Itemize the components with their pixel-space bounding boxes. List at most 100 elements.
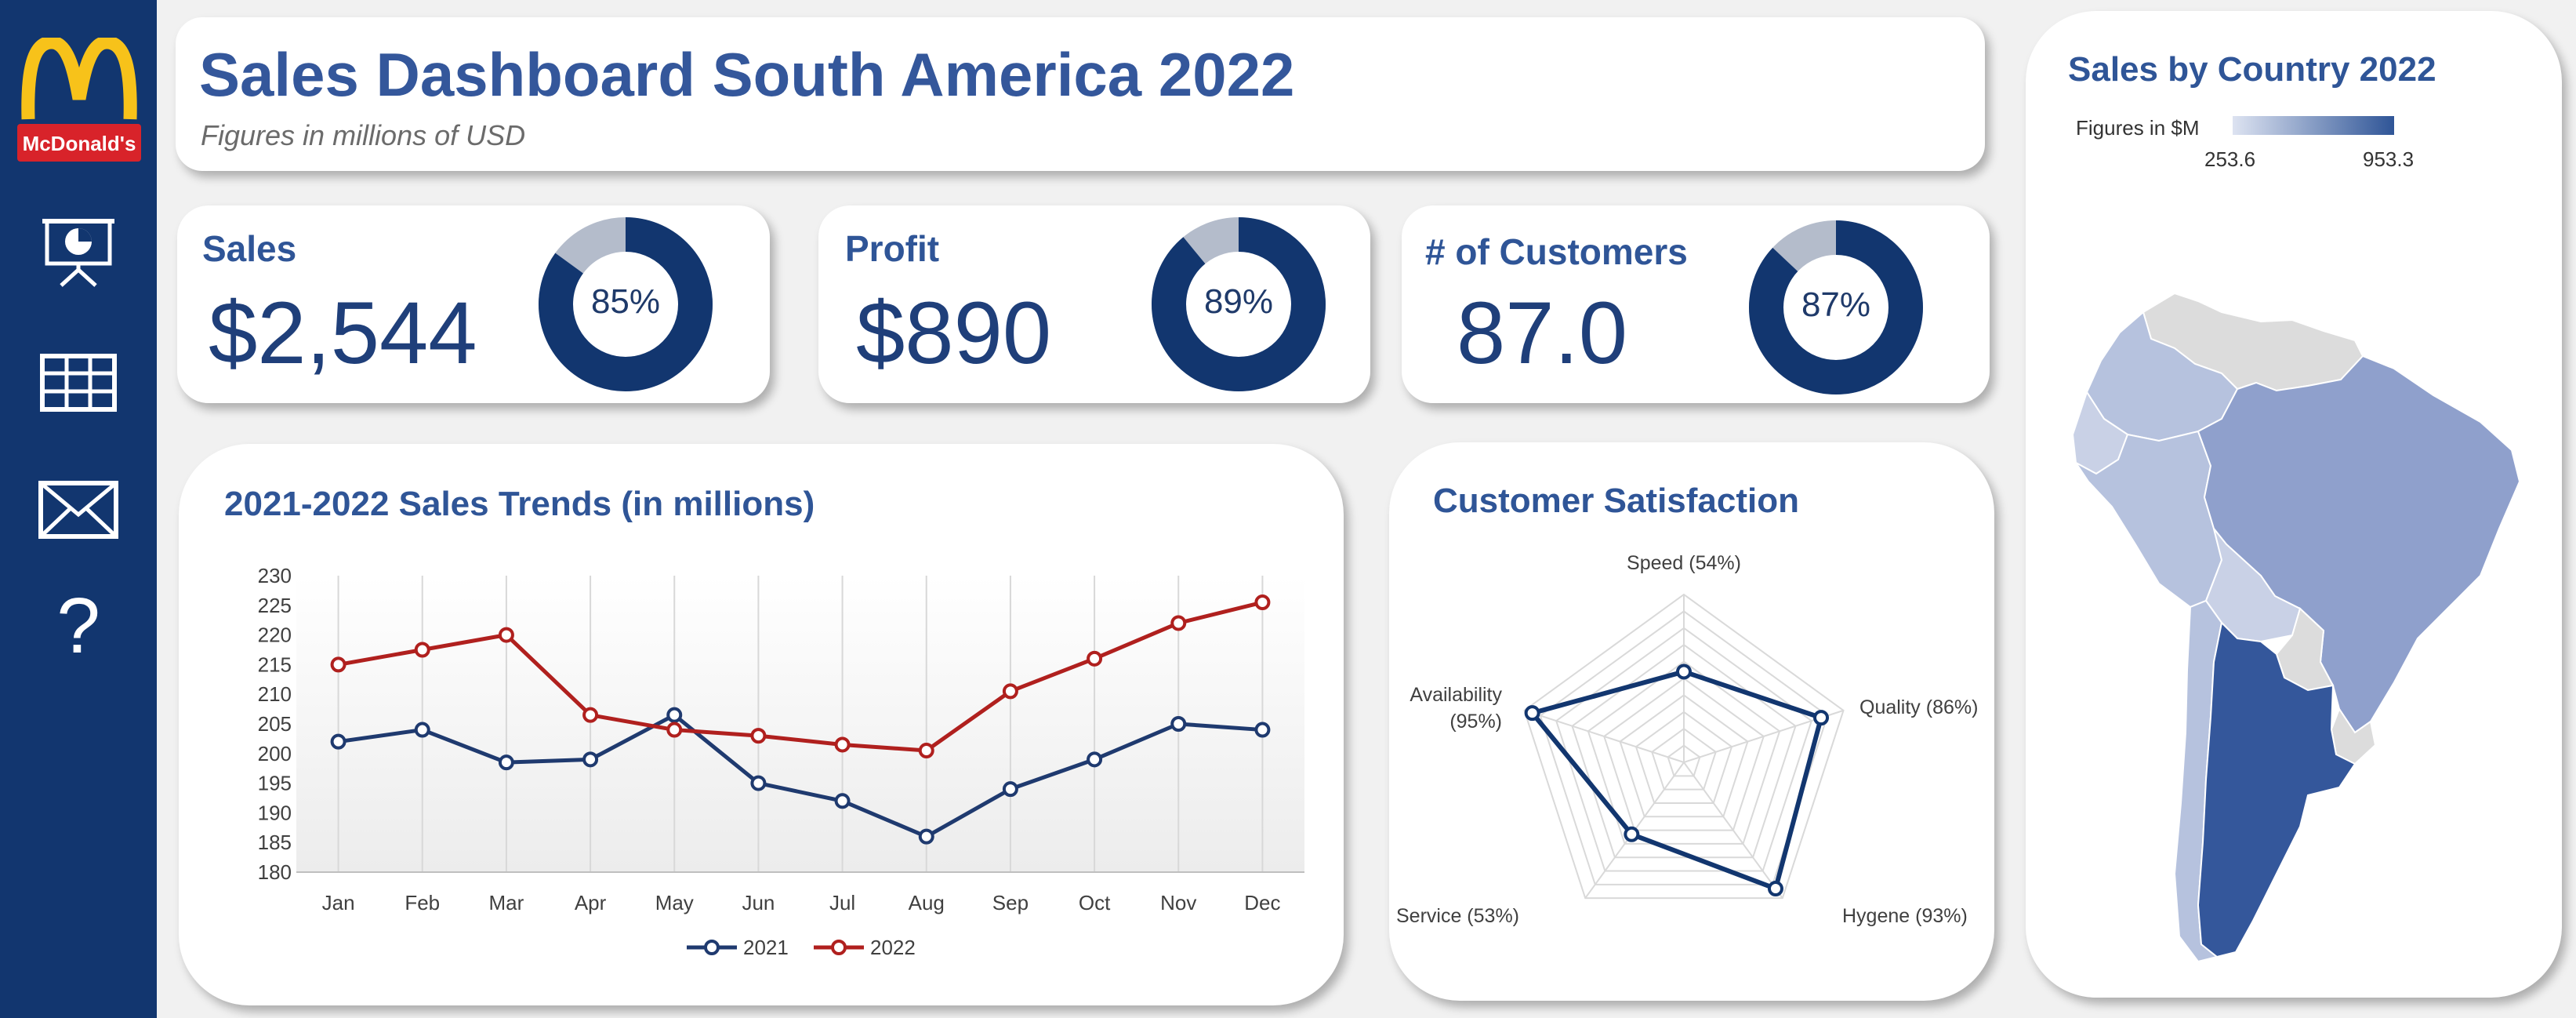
data-point-2021[interactable] xyxy=(414,722,430,738)
x-tick-label: Apr xyxy=(575,891,607,914)
y-tick-label: 195 xyxy=(258,772,292,795)
radar-ring xyxy=(1651,727,1717,791)
kpi-percent: 89% xyxy=(1203,282,1274,321)
map-title: Sales by Country 2022 xyxy=(2068,50,2436,89)
presentation-icon[interactable] xyxy=(38,210,119,289)
y-tick-label: 200 xyxy=(258,742,292,765)
map-legend-max: 953.3 xyxy=(2363,147,2415,171)
radar-axis-label: Quality (86%) xyxy=(1859,696,1978,718)
data-point-2021[interactable] xyxy=(1002,781,1018,798)
y-tick-label: 190 xyxy=(258,801,292,824)
data-point-2021[interactable] xyxy=(1170,716,1187,732)
x-tick-label: Aug xyxy=(909,891,945,914)
kpi-card-profit: Profit $890 89% xyxy=(818,205,1370,403)
radar-ring xyxy=(1619,694,1749,818)
data-point-2022[interactable] xyxy=(1087,650,1103,667)
data-point-2022[interactable] xyxy=(414,642,430,658)
radar-point[interactable] xyxy=(1813,710,1830,726)
map-legend-title: Figures in $M xyxy=(2076,116,2200,140)
data-point-2021[interactable] xyxy=(498,754,514,771)
data-point-2022[interactable] xyxy=(918,743,934,759)
data-point-2021[interactable] xyxy=(666,707,683,723)
data-point-2021[interactable] xyxy=(582,751,599,768)
help-icon[interactable]: ? xyxy=(56,582,100,670)
y-tick-label: 205 xyxy=(258,712,292,736)
radar-point[interactable] xyxy=(1524,705,1540,722)
y-tick-label: 230 xyxy=(258,564,292,587)
x-tick-label: Jun xyxy=(742,891,775,914)
x-tick-label: Jan xyxy=(322,891,355,914)
table-icon[interactable] xyxy=(38,344,119,422)
data-point-2022[interactable] xyxy=(1254,594,1271,611)
radar-spoke xyxy=(1524,709,1685,763)
header-card: Sales Dashboard South America 2022 Figur… xyxy=(176,17,1985,171)
x-tick-label: Sep xyxy=(992,891,1029,914)
data-point-2022[interactable] xyxy=(750,728,767,744)
data-point-2022[interactable] xyxy=(498,627,514,643)
chart-title: 2021-2022 Sales Trends (in millions) xyxy=(224,485,815,523)
data-point-2022[interactable] xyxy=(1170,615,1187,631)
data-point-2021[interactable] xyxy=(750,775,767,791)
legend-label: 2022 xyxy=(870,936,916,959)
radar-axis-label: Hygene (93%) xyxy=(1842,905,1968,927)
data-point-2022[interactable] xyxy=(1002,683,1018,700)
data-point-2022[interactable] xyxy=(330,656,346,673)
data-point-2021[interactable] xyxy=(1087,751,1103,768)
x-tick-label: May xyxy=(655,891,694,914)
mcdonalds-logo: McDonald's xyxy=(17,38,141,162)
logo-text: McDonald's xyxy=(23,132,136,155)
radar-axis-label: Speed (54%) xyxy=(1627,552,1741,574)
kpi-value: $890 xyxy=(856,284,1052,382)
map-legend-gradient xyxy=(2233,116,2394,135)
radar-ring xyxy=(1571,643,1797,859)
radar-spoke xyxy=(1683,762,1783,899)
satisfaction-radar-chart: Speed (54%) Quality (86%) Hygene (93%) Serv… xyxy=(1396,552,1978,927)
x-tick-label: Jul xyxy=(829,891,855,914)
radar-ring xyxy=(1667,744,1701,777)
region-argentina[interactable] xyxy=(2197,620,2356,958)
kpi-label: Profit xyxy=(845,228,940,269)
legend-marker xyxy=(704,940,720,955)
radar-ring xyxy=(1634,711,1733,804)
sales-trend-card: 2021-2022 Sales Trends (in millions) 230… xyxy=(179,444,1344,1005)
x-tick-label: Dec xyxy=(1244,891,1280,914)
donut-arc xyxy=(1749,220,1923,394)
radar-ring xyxy=(1539,610,1829,885)
kpi-percent: 87% xyxy=(1801,285,1871,324)
y-tick-label: 180 xyxy=(258,860,292,884)
radar-axis-label: Service (53%) xyxy=(1396,905,1519,927)
data-point-2022[interactable] xyxy=(834,736,851,753)
south-america-map xyxy=(2071,292,2521,963)
satisfaction-card: Customer Satisfaction Speed (54%) Quality… xyxy=(1389,442,1994,1001)
data-point-2022[interactable] xyxy=(582,707,599,723)
radar-point[interactable] xyxy=(1624,826,1640,842)
radar-series xyxy=(1529,669,1824,892)
radar-axis-label: Availability xyxy=(1410,684,1502,706)
x-tick-label: Feb xyxy=(405,891,440,914)
data-point-2021[interactable] xyxy=(330,733,346,750)
series-line-2022 xyxy=(338,600,1264,753)
radar-ring xyxy=(1603,677,1765,831)
sales-by-country-card: Sales by Country 2022 Figures in $M 253.… xyxy=(2026,11,2562,998)
data-point-2022[interactable] xyxy=(666,722,683,738)
radar-point[interactable] xyxy=(1676,664,1692,680)
data-point-2021[interactable] xyxy=(834,793,851,809)
radar-ring xyxy=(1587,660,1781,845)
kpi-percent: 85% xyxy=(590,282,661,321)
legend-label: 2021 xyxy=(743,936,789,959)
region-bolivia[interactable] xyxy=(2204,528,2302,643)
chart-title: Customer Satisfaction xyxy=(1433,482,1799,520)
radar-ring xyxy=(1523,593,1845,900)
data-point-2021[interactable] xyxy=(1254,722,1271,738)
x-tick-label: Oct xyxy=(1079,891,1111,914)
kpi-card-sales: Sales $2,544 85% xyxy=(177,205,770,403)
y-tick-label: 185 xyxy=(258,831,292,854)
radar-point[interactable] xyxy=(1767,881,1783,897)
mail-icon[interactable] xyxy=(38,471,119,549)
map-legend-min: 253.6 xyxy=(2204,147,2256,171)
legend-marker xyxy=(831,940,847,955)
radar-axis-label: (95%) xyxy=(1449,711,1502,733)
y-tick-label: 215 xyxy=(258,653,292,676)
data-point-2021[interactable] xyxy=(918,828,934,845)
page-subtitle: Figures in millions of USD xyxy=(201,119,526,151)
